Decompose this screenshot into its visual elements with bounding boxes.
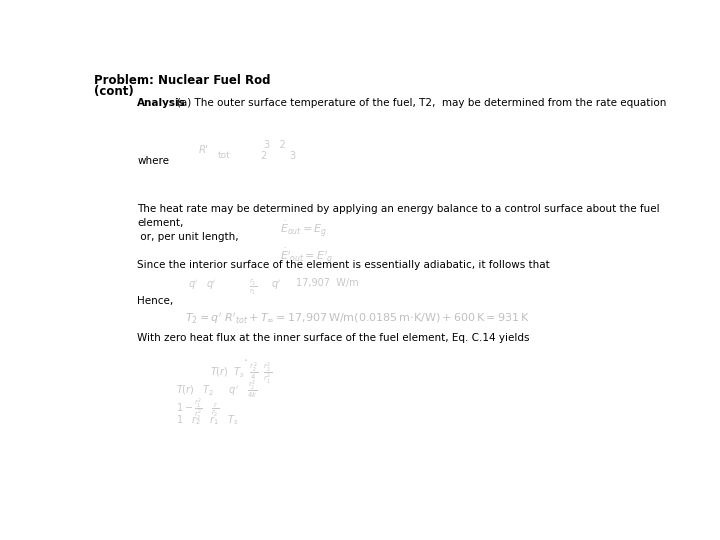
Text: $\dot{E}'_{out} = E'_g$: $\dot{E}'_{out} = E'_g$	[280, 246, 333, 266]
Text: With zero heat flux at the inner surface of the fuel element, Eq. C.14 yields: With zero heat flux at the inner surface…	[138, 333, 530, 343]
Text: The heat rate may be determined by applying an energy balance to a control surfa: The heat rate may be determined by apply…	[138, 204, 660, 214]
Text: where: where	[138, 156, 169, 166]
Text: element,: element,	[138, 218, 184, 228]
Text: $\dot{E}_{out} = E_g$: $\dot{E}_{out} = E_g$	[280, 219, 327, 239]
Text: 17,907  W/m: 17,907 W/m	[297, 278, 359, 288]
Text: Hence,: Hence,	[138, 295, 174, 306]
Text: $q'$   $q'$: $q'$ $q'$	[188, 278, 216, 292]
Text: 3: 3	[289, 151, 296, 161]
Text: 2: 2	[260, 151, 266, 161]
Text: $1$   $r_2$   $r_1$   $T_s$: $1$ $r_2$ $r_1$ $T_s$	[176, 413, 239, 427]
Text: $\cdot$: $\cdot$	[243, 353, 248, 366]
Text: $1 - \frac{r_1^2}{r_2^2}$   $\frac{r}{r_2}$: $1 - \frac{r_1^2}{r_2^2}$ $\frac{r}{r_2}…	[176, 396, 220, 422]
Text: Problem: Nuclear Fuel Rod: Problem: Nuclear Fuel Rod	[94, 74, 271, 87]
Text: or, per unit length,: or, per unit length,	[138, 232, 239, 242]
Text: $q'$: $q'$	[271, 278, 282, 292]
Text: tot: tot	[217, 151, 230, 160]
Text: R': R'	[199, 145, 209, 154]
Text: 3   2: 3 2	[264, 140, 286, 150]
Text: : (a) The outer surface temperature of the fuel, T2,  may be determined from the: : (a) The outer surface temperature of t…	[171, 98, 667, 108]
Text: $T_2 = q'\ R'_{tot} + T_{\infty} = 17{,}907\,\mathrm{W/m}(0.0185\,\mathrm{m{\cdo: $T_2 = q'\ R'_{tot} + T_{\infty} = 17{,}…	[185, 311, 530, 326]
Text: Analysis: Analysis	[138, 98, 186, 108]
Text: $T(r)$  $T_s$  $\frac{r_2^2}{4}$  $\frac{r_2^2}{r_1^2}$: $T(r)$ $T_s$ $\frac{r_2^2}{4}$ $\frac{r_…	[210, 361, 272, 386]
Text: $T(r)$   $T_2$     $q'$   $\frac{r_2^2}{4k}$: $T(r)$ $T_2$ $q'$ $\frac{r_2^2}{4k}$	[176, 379, 258, 401]
Text: Since the interior surface of the element is essentially adiabatic, it follows t: Since the interior surface of the elemen…	[138, 260, 550, 270]
Text: (cont): (cont)	[94, 85, 134, 98]
Text: $\frac{r_2}{r_1}$: $\frac{r_2}{r_1}$	[249, 278, 257, 298]
